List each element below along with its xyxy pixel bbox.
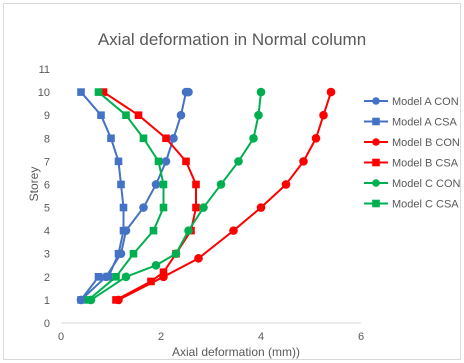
data-point-model-c-con	[256, 87, 266, 97]
series-line-model-a-csa	[80, 91, 125, 301]
series-line-model-c-con	[90, 91, 262, 301]
data-point-model-a-con	[184, 87, 193, 97]
axes: 0 1 2 3 4 5 6 7 8 9 10 11 0 2 4 6	[38, 64, 364, 343]
data-point-model-a-con	[169, 133, 178, 143]
data-point-model-c-csa	[122, 111, 130, 119]
chart-svg: Axial deformation in Normal column Store…	[27, 30, 461, 359]
y-tick-label: 10	[38, 87, 50, 99]
data-point-model-b-csa	[112, 296, 120, 304]
data-point-model-b-csa	[192, 203, 200, 212]
data-point-model-c-con	[121, 272, 131, 282]
data-point-model-c-con	[249, 133, 258, 143]
y-tick-label: 0	[44, 318, 50, 330]
data-point-model-c-csa	[159, 180, 168, 189]
data-point-model-a-csa	[119, 226, 128, 235]
data-point-model-c-csa	[149, 226, 158, 235]
data-point-model-b-con	[281, 180, 291, 189]
data-point-model-c-csa	[84, 296, 93, 304]
data-point-model-a-con	[161, 157, 171, 166]
data-point-model-a-con	[176, 110, 186, 120]
y-axis-label: Storey	[27, 167, 41, 202]
data-point-model-b-csa	[162, 134, 170, 143]
y-tick-label: 9	[44, 110, 50, 122]
y-tick-label: 3	[44, 249, 50, 261]
legend-marker-model-a-csa	[372, 117, 380, 126]
data-point-model-c-csa	[129, 249, 138, 258]
y-tick-label: 8	[44, 133, 50, 145]
x-tick-label: 4	[258, 331, 264, 343]
data-point-model-c-csa	[159, 203, 168, 212]
data-point-model-c-con	[184, 226, 193, 235]
data-point-model-c-con	[254, 110, 263, 120]
legend-marker-model-c-con	[372, 179, 380, 187]
data-point-model-c-con	[151, 260, 161, 270]
data-point-model-a-csa	[94, 273, 103, 281]
plot-area	[76, 87, 336, 305]
data-point-model-c-con	[234, 157, 243, 166]
x-tick-label: 0	[58, 331, 64, 343]
data-point-model-a-con	[139, 203, 148, 212]
data-point-model-b-con	[299, 157, 308, 166]
legend-label: Model C CSA	[392, 199, 459, 211]
series-line-model-c-csa	[87, 91, 165, 301]
data-point-model-a-csa	[119, 203, 128, 212]
legend-label: Model B CON	[392, 137, 460, 149]
data-point-model-c-csa	[139, 134, 148, 143]
data-point-model-a-csa	[117, 180, 125, 189]
data-point-model-b-csa	[182, 157, 190, 166]
data-point-model-b-csa	[134, 111, 143, 119]
data-point-model-b-con	[319, 110, 328, 120]
y-tick-label: 11	[39, 64, 50, 76]
legend-marker-model-b-con	[372, 138, 380, 146]
data-point-model-c-csa	[112, 273, 120, 281]
y-tick-label: 6	[44, 179, 50, 191]
legend-label: Model A CSA	[392, 117, 457, 129]
data-point-model-b-con	[229, 226, 238, 235]
x-tick-label: 6	[358, 331, 364, 343]
legend-label: Model C CON	[392, 178, 461, 190]
data-point-model-a-csa	[97, 111, 105, 119]
data-point-model-a-csa	[77, 88, 85, 96]
data-point-model-b-con	[326, 87, 336, 97]
data-point-model-b-con	[194, 254, 203, 263]
y-tick-label: 1	[44, 295, 50, 307]
chart-title: Axial deformation in Normal column	[98, 30, 366, 49]
legend-label: Model A CON	[392, 96, 459, 108]
data-point-model-b-csa	[159, 268, 168, 276]
data-point-model-b-con	[256, 203, 266, 212]
legend-marker-model-a-con	[372, 97, 380, 105]
y-tick-label: 4	[44, 226, 50, 238]
data-point-model-c-con	[171, 249, 181, 259]
x-axis-label: Axial deformation (mm))	[172, 345, 300, 359]
y-tick-label: 7	[44, 156, 50, 168]
data-point-model-a-csa	[107, 134, 115, 143]
legend-label: Model B CSA	[392, 158, 459, 170]
data-point-model-a-csa	[104, 273, 113, 281]
legend-marker-model-c-csa	[372, 199, 380, 208]
data-point-model-b-csa	[147, 277, 155, 286]
data-point-model-a-csa	[77, 296, 85, 304]
data-point-model-c-con	[199, 203, 208, 212]
x-tick-label: 2	[158, 331, 164, 343]
data-point-model-b-csa	[99, 88, 108, 96]
data-point-model-a-con	[151, 180, 161, 189]
series-line-model-b-con	[118, 91, 332, 301]
data-point-model-b-csa	[192, 180, 200, 189]
data-point-model-c-csa	[94, 88, 103, 96]
y-tick-label: 5	[44, 203, 50, 215]
chart-area: Axial deformation in Normal column Store…	[3, 3, 461, 360]
data-point-model-c-csa	[154, 157, 163, 166]
data-point-model-c-con	[216, 180, 226, 189]
data-point-model-b-con	[311, 133, 321, 143]
series-line-model-a-con	[80, 91, 189, 301]
legend-marker-model-b-csa	[372, 158, 380, 167]
legend: Model A CON Model A CSA Model B CON Model B…	[364, 96, 461, 211]
data-point-model-a-csa	[114, 157, 123, 166]
y-tick-label: 2	[44, 272, 50, 284]
data-point-model-a-csa	[114, 249, 123, 258]
